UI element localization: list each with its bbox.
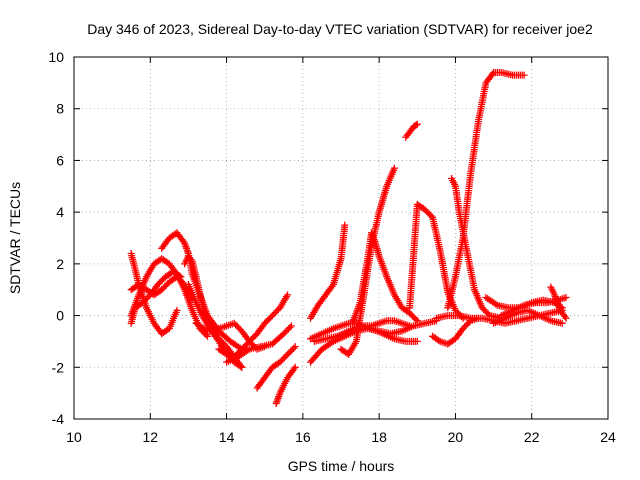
x-tick-label: 24 [600,429,616,445]
chart-title: Day 346 of 2023, Sidereal Day-to-day VTE… [87,21,593,37]
series-arc-19 [402,120,421,141]
data-point-markers [444,69,528,312]
x-tick-label: 22 [524,429,540,445]
series-arc-22 [444,69,528,312]
plot-frame [73,56,609,420]
y-tick-label: 0 [56,308,64,324]
series-arc-28 [497,294,570,320]
series-arc-16 [310,322,421,345]
series-arc-14 [307,221,349,322]
data-point-markers [490,306,566,327]
series-arc-12 [272,363,299,407]
x-tick-label: 16 [295,429,311,445]
data-point-markers [497,294,570,320]
y-tick-label: 10 [48,49,64,65]
data-marks [127,69,570,407]
data-point-markers [272,363,299,407]
data-point-markers [223,322,295,366]
x-tick-label: 18 [371,429,387,445]
series-arc-23 [448,175,505,322]
x-tick-label: 20 [448,429,464,445]
data-point-markers [448,175,505,322]
data-point-markers [310,322,421,345]
data-point-markers [348,229,421,327]
data-point-markers [127,268,185,327]
series-arc-4 [127,268,185,327]
x-tick-label: 14 [219,429,235,445]
data-point-markers [307,221,349,322]
x-tick-label: 12 [142,429,158,445]
data-point-markers [402,120,421,141]
y-tick-label: 2 [56,256,64,272]
y-axis-label: SDTVAR / TECUs [7,182,23,294]
series-arc-26 [490,306,566,327]
series-arc-10 [223,322,295,366]
series-arc-18 [348,229,421,327]
y-tick-label: -4 [52,411,65,427]
y-tick-label: 4 [56,204,64,220]
y-tick-label: 6 [56,152,64,168]
x-axis-label: GPS time / hours [288,458,395,474]
y-tick-label: 8 [56,101,64,117]
data-point-markers [253,343,299,392]
series-arc-11 [253,343,299,392]
x-tick-label: 10 [66,429,82,445]
y-tick-label: -2 [52,359,65,375]
